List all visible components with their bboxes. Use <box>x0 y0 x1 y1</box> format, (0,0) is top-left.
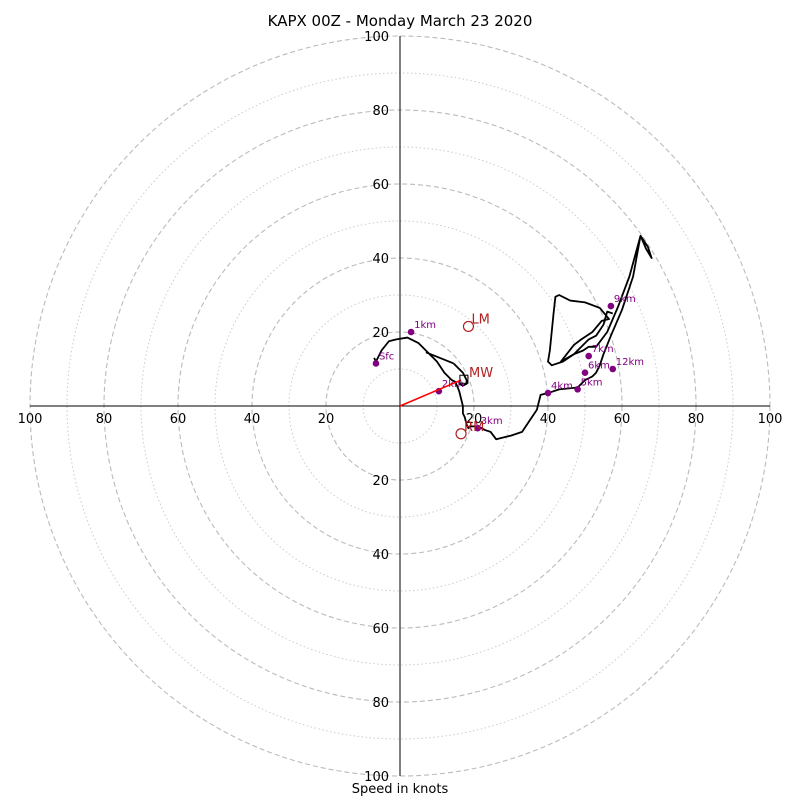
height-label: 6km <box>588 361 610 372</box>
y-tick-label: 20 <box>372 474 389 489</box>
height-markers: Sfc 1km 2km 3km 4km 5km 6km 7km 9km 12km <box>372 294 644 432</box>
mean-wind-box <box>459 374 469 384</box>
y-tick-label: 100 <box>364 770 389 785</box>
height-marker <box>544 389 552 397</box>
chart-title: KAPX 00Z - Monday March 23 2020 <box>267 12 533 30</box>
y-tick-label: 80 <box>372 104 389 119</box>
x-tick-label: 40 <box>540 412 557 427</box>
y-tick-label: 80 <box>372 696 389 711</box>
hodograph-segment <box>425 351 454 365</box>
x-tick-label: 80 <box>688 412 705 427</box>
y-tick-label: 60 <box>372 622 389 637</box>
height-marker <box>607 302 615 310</box>
ring-tick-labels: 100 100 80 80 60 60 40 40 20 20 20 20 40 40 60 60 80 80 10… <box>18 30 783 785</box>
y-tick-label: 40 <box>372 548 389 563</box>
x-tick-label: 20 <box>318 412 335 427</box>
x-tick-label: 100 <box>758 412 783 427</box>
height-marker <box>407 328 415 336</box>
x-axis-label: Speed in knots <box>351 782 449 797</box>
x-tick-label: 60 <box>614 412 631 427</box>
mean-wind-vector <box>399 379 462 407</box>
storm-motion-marker <box>462 320 475 333</box>
y-tick-label: 60 <box>372 178 389 193</box>
height-label: 1km <box>414 320 436 331</box>
storm-motion-label: LM <box>471 312 489 327</box>
height-marker <box>474 424 482 432</box>
y-tick-label: 40 <box>372 252 389 267</box>
y-tick-label: 20 <box>372 326 389 341</box>
height-label: 5km <box>581 377 603 388</box>
height-label: 4km <box>551 381 573 392</box>
storm-motion-marker <box>455 428 467 440</box>
height-marker <box>585 352 592 360</box>
x-tick-label: 100 <box>18 412 43 427</box>
height-marker <box>581 369 589 377</box>
x-tick-label: 60 <box>170 412 187 427</box>
height-marker <box>574 386 581 393</box>
storm-motion-markers: MW LM RM <box>399 312 493 440</box>
height-label: 3km <box>481 416 503 427</box>
height-marker <box>609 365 617 373</box>
hodograph-line <box>373 234 653 441</box>
height-label: Sfc <box>379 351 394 362</box>
hodograph-segment <box>453 362 468 387</box>
height-label: 7km <box>592 344 614 355</box>
mean-wind-label: MW <box>469 366 493 381</box>
height-label: 9km <box>614 294 636 305</box>
x-tick-label: 80 <box>96 412 113 427</box>
hodograph-trace <box>373 234 653 441</box>
y-tick-label: 100 <box>364 30 389 45</box>
x-tick-label: 20 <box>466 412 483 427</box>
x-tick-label: 40 <box>244 412 261 427</box>
height-label: 2km <box>442 379 464 390</box>
height-label: 12km <box>616 357 644 368</box>
height-marker <box>372 360 380 367</box>
storm-motion-label: RM <box>464 420 484 435</box>
